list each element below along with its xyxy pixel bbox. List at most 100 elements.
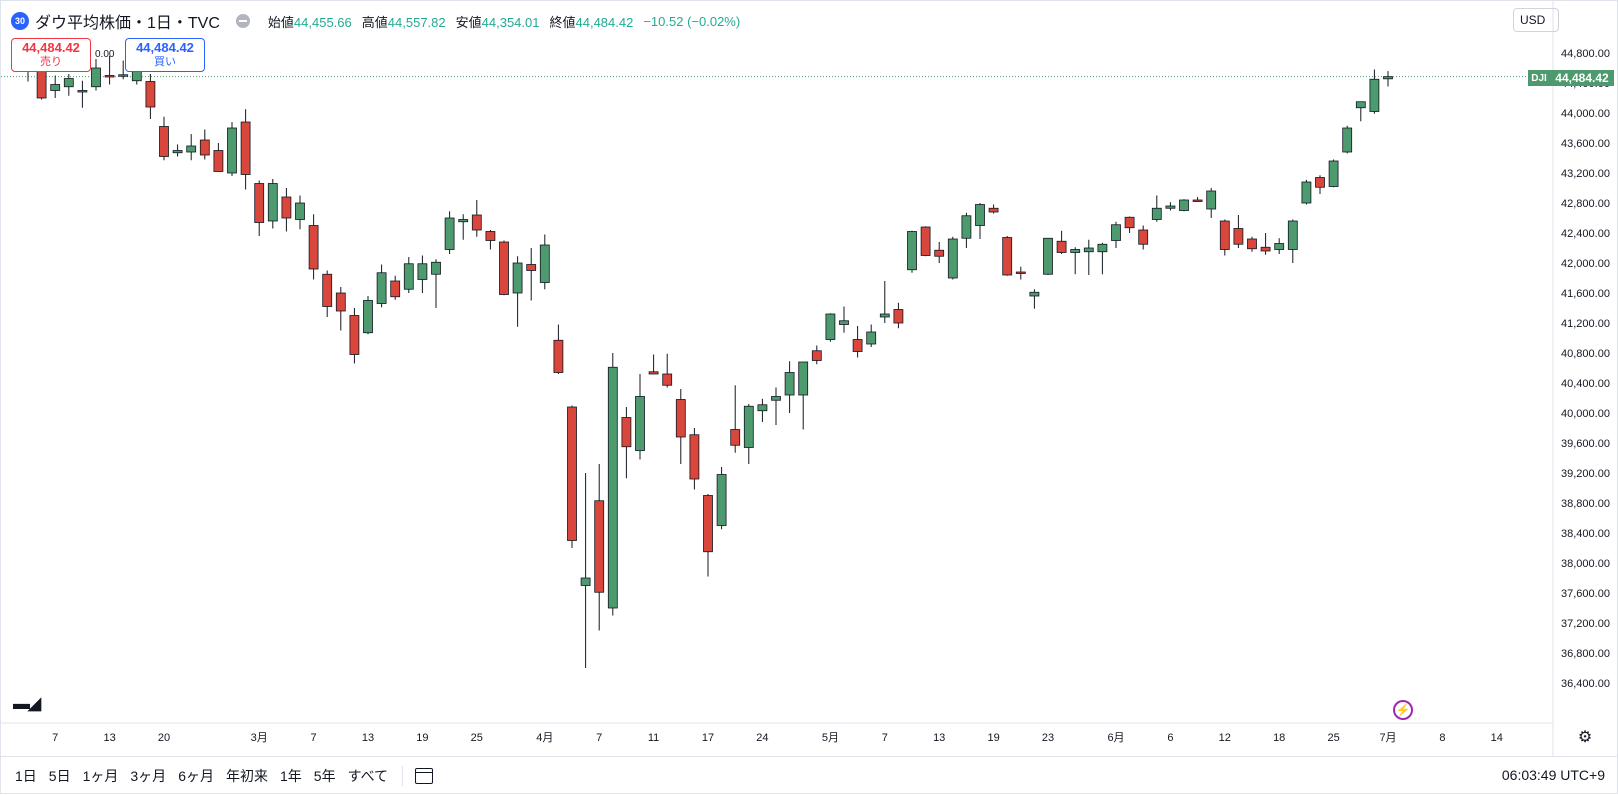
x-tick-label: 3月 bbox=[251, 732, 268, 744]
candle-body bbox=[961, 215, 972, 239]
y-tick-label: 44,000.00 bbox=[1561, 108, 1610, 120]
calendar-icon[interactable] bbox=[415, 767, 434, 784]
candle-body bbox=[866, 331, 877, 345]
candle-body bbox=[1192, 199, 1203, 202]
candle-body bbox=[1070, 249, 1081, 253]
chart-title[interactable]: ダウ平均株価・1日・TVC bbox=[35, 15, 220, 32]
x-tick-label: 8 bbox=[1439, 732, 1445, 744]
range-1m[interactable]: 1ヶ月 bbox=[82, 767, 119, 784]
candle-body bbox=[1002, 237, 1013, 276]
candle-body bbox=[526, 264, 537, 271]
y-tick-label: 42,000.00 bbox=[1561, 258, 1610, 270]
range-ytd[interactable]: 年初来 bbox=[225, 767, 268, 784]
candle-body bbox=[716, 474, 727, 526]
chart-header: 30 ダウ平均株価・1日・TVC 始値44,455.66 高値44,557.82… bbox=[11, 9, 740, 33]
candle-body bbox=[431, 261, 441, 275]
price-change: −10.52 (−0.02%) bbox=[643, 13, 741, 29]
buy-price: 44,484.42 bbox=[136, 40, 194, 55]
candle-body bbox=[907, 231, 917, 271]
current-price-label: 44,484.42 bbox=[1532, 70, 1614, 86]
y-tick-label: 38,800.00 bbox=[1561, 498, 1610, 510]
divider bbox=[402, 765, 404, 786]
y-tick-label: 39,600.00 bbox=[1561, 438, 1610, 450]
range-1d[interactable]: 1日 bbox=[15, 767, 37, 784]
candle-body bbox=[1043, 237, 1053, 275]
candle-body bbox=[825, 313, 836, 340]
candle-body bbox=[580, 577, 591, 586]
candle-body bbox=[281, 196, 292, 219]
candle-body bbox=[1179, 199, 1189, 211]
candle-body bbox=[1097, 243, 1108, 253]
ohlc-high: 高値44,557.82 bbox=[361, 14, 446, 30]
range-1y[interactable]: 1年 bbox=[279, 767, 302, 784]
sell-label: 売り bbox=[40, 56, 62, 68]
y-tick-label: 36,800.00 bbox=[1561, 648, 1610, 660]
candle-body bbox=[893, 309, 904, 324]
y-tick-label: 38,000.00 bbox=[1561, 558, 1610, 570]
candle-body bbox=[213, 150, 224, 172]
currency-selector[interactable]: USD bbox=[1513, 8, 1559, 32]
candle-body bbox=[363, 300, 373, 334]
candle-body bbox=[444, 217, 455, 250]
range-5d[interactable]: 5日 bbox=[48, 767, 71, 784]
y-tick-label: 42,400.00 bbox=[1561, 228, 1610, 240]
buy-label: 買い bbox=[154, 56, 176, 68]
eye-icon[interactable] bbox=[235, 14, 250, 28]
candle-body bbox=[920, 226, 931, 256]
candle-body bbox=[798, 361, 809, 396]
candle-body bbox=[145, 81, 156, 108]
y-tick-label: 42,800.00 bbox=[1561, 198, 1610, 210]
x-tick-label: 7 bbox=[596, 732, 602, 744]
candle-body bbox=[1328, 160, 1339, 187]
candle-body bbox=[1083, 247, 1094, 253]
candle-body bbox=[1369, 78, 1380, 112]
candle-body bbox=[1165, 205, 1176, 209]
y-tick-label: 43,600.00 bbox=[1561, 138, 1610, 150]
bolt-icon[interactable]: ⚡ bbox=[1393, 700, 1413, 720]
x-tick-label: 19 bbox=[987, 732, 999, 744]
x-tick-label: 6月 bbox=[1107, 732, 1124, 744]
candle-body bbox=[975, 204, 985, 226]
tradingview-logo-icon[interactable]: ▬◢ bbox=[13, 694, 41, 713]
candle-body bbox=[1111, 224, 1121, 241]
x-tick-label: 13 bbox=[362, 732, 374, 744]
x-tick-label: 25 bbox=[1327, 732, 1339, 744]
candle-body bbox=[934, 249, 945, 257]
x-tick-label: 13 bbox=[103, 732, 115, 744]
y-tick-label: 40,000.00 bbox=[1561, 408, 1610, 420]
candle-body bbox=[512, 262, 523, 294]
y-tick-label: 37,200.00 bbox=[1561, 618, 1610, 630]
candle-body bbox=[36, 67, 47, 99]
symbol-logo-icon: 30 bbox=[11, 12, 29, 30]
candle-body bbox=[1342, 127, 1353, 153]
candle-body bbox=[186, 145, 197, 153]
x-tick-label: 17 bbox=[702, 732, 714, 744]
candle-body bbox=[159, 126, 169, 157]
candle-body bbox=[784, 372, 795, 396]
candle-body bbox=[376, 272, 387, 304]
y-tick-label: 37,600.00 bbox=[1561, 588, 1610, 600]
sell-button[interactable]: 44,484.42 売り bbox=[11, 38, 91, 72]
candle-body bbox=[988, 207, 999, 213]
range-all[interactable]: すべて bbox=[347, 767, 389, 784]
candle-body bbox=[1015, 271, 1026, 274]
candle-body bbox=[1315, 177, 1325, 188]
range-5y[interactable]: 5年 bbox=[313, 767, 336, 784]
x-tick-label: 14 bbox=[1491, 732, 1503, 744]
y-tick-label: 39,200.00 bbox=[1561, 468, 1610, 480]
buy-button[interactable]: 44,484.42 買い bbox=[125, 38, 205, 72]
range-3m[interactable]: 3ヶ月 bbox=[130, 767, 167, 784]
x-tick-label: 5月 bbox=[822, 732, 839, 744]
candle-body bbox=[199, 139, 210, 156]
candle-body bbox=[403, 263, 414, 290]
x-tick-label: 4月 bbox=[536, 732, 553, 744]
candle-body bbox=[743, 405, 754, 448]
x-tick-label: 7 bbox=[882, 732, 888, 744]
range-6m[interactable]: 6ヶ月 bbox=[178, 767, 214, 784]
candle-body bbox=[675, 399, 686, 438]
candle-body bbox=[1056, 240, 1067, 253]
candle-body bbox=[1383, 76, 1393, 80]
candle-body bbox=[607, 366, 618, 609]
settings-gear-icon[interactable]: ⚙ bbox=[1577, 729, 1593, 746]
